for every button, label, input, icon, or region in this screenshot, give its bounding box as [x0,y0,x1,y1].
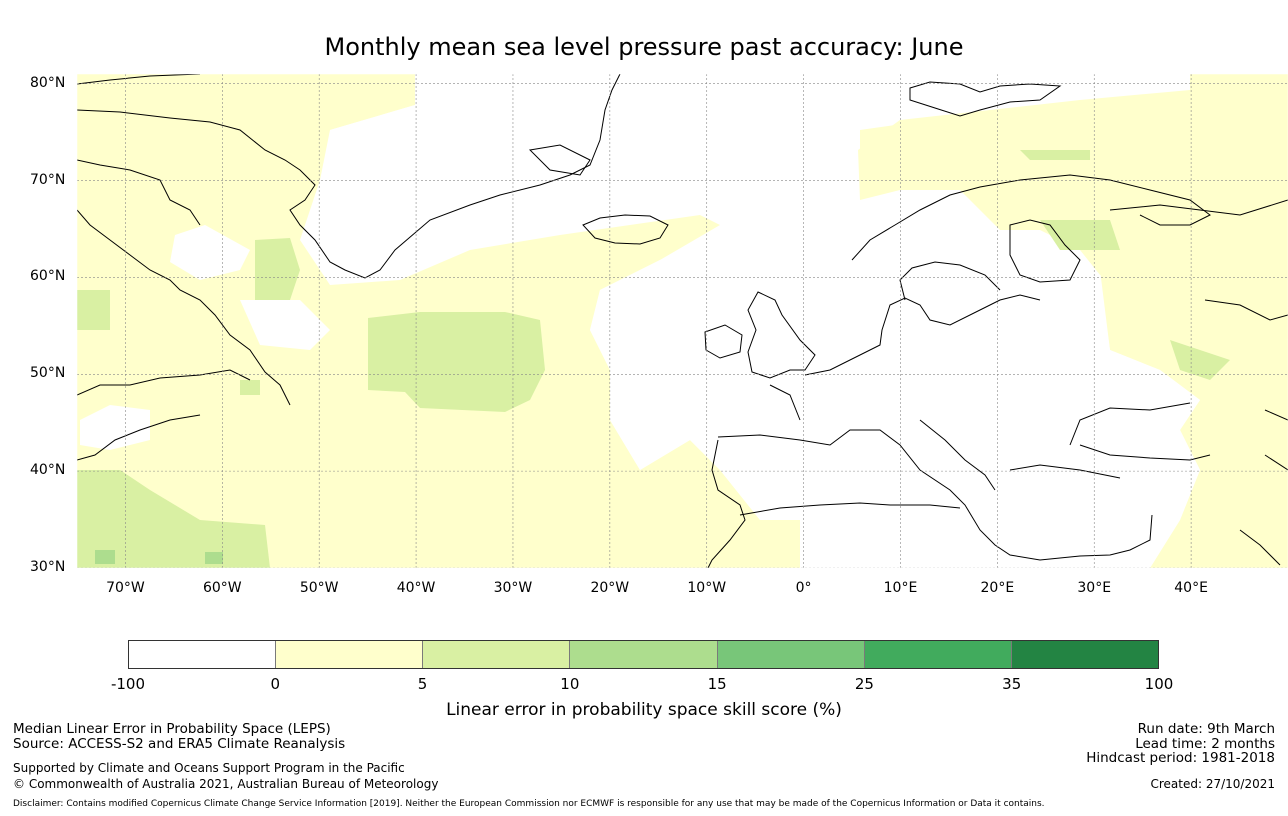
lon-tick-label: 20°E [980,580,1015,596]
hindcast-period: Hindcast period: 1981-2018 [1086,750,1275,766]
map-title: Monthly mean sea level pressure past acc… [324,33,964,61]
lon-tick-label: 40°W [396,580,436,596]
lat-tick-label: 40°N [30,462,66,479]
lon-tick-label: 70°W [106,580,145,596]
colorbar-segment [570,641,718,668]
colorbar-tick-label: -100 [110,675,146,693]
skill-class-below-0 [80,74,1200,568]
lon-tick-label: 50°W [299,580,339,596]
footer-source: Source: ACCESS-S2 and ERA5 Climate Reana… [13,736,346,752]
footer-copyright: © Commonwealth of Australia 2021, Austra… [13,777,439,791]
colorbar-tick-label: 25 [854,675,874,693]
lon-tick-label: 20°W [590,580,630,596]
lat-tick-label: 70°N [30,171,66,188]
disclaimer: Disclaimer: Contains modified Copernicus… [13,799,1045,809]
skill-class-10-15 [95,550,223,564]
created-date: Created: 27/10/2021 [1150,777,1275,791]
colorbar-segment [129,641,277,668]
lat-tick-label: 80°N [30,74,66,91]
colorbar [128,640,1159,669]
footer-method: Median Linear Error in Probability Space… [13,721,331,737]
colorbar-segment [864,641,1012,668]
lon-tick-label: 10°E [883,580,918,596]
colorbar-tick-label: 10 [560,675,580,693]
coastlines [77,74,1288,568]
lon-tick-label: 10°W [687,580,727,596]
graticule [77,74,1288,568]
footer-support: Supported by Climate and Oceans Support … [13,761,405,775]
colorbar-segment [717,641,865,668]
lon-tick-label: 30°W [493,580,533,596]
colorbar-segment [1011,641,1158,668]
lon-tick-label: 60°W [202,580,242,596]
colorbar-segment [423,641,571,668]
lat-tick-label: 50°N [30,365,66,382]
colorbar-label: Linear error in probability space skill … [446,700,842,720]
run-date: Run date: 9th March [1137,721,1275,737]
lon-tick-label: 0° [795,580,812,596]
colorbar-tick-label: 0 [270,675,281,693]
colorbar-tick-label: 100 [1144,675,1174,693]
lat-tick-label: 30°N [30,559,66,575]
colorbar-tick-label: 35 [1002,675,1022,693]
colorbar-segment [276,641,424,668]
lead-time: Lead time: 2 months [1135,736,1275,752]
lon-tick-label: 30°E [1077,580,1112,596]
colorbar-tick-label: 15 [707,675,727,693]
colorbar-tick-label: 5 [417,675,428,693]
lon-tick-label: 40°E [1174,580,1208,596]
lat-tick-label: 60°N [30,268,66,285]
